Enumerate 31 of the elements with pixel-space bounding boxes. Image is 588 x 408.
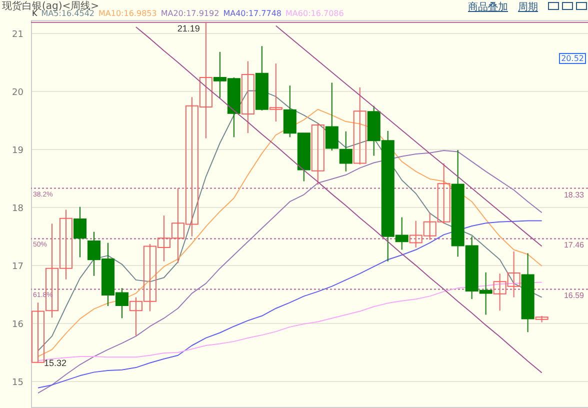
y-tick-label: 20 (12, 88, 24, 98)
y-tick-label: 21 (12, 30, 24, 40)
text: MA40:17.7748 (223, 9, 282, 18)
text: MA10:16.9853 (98, 9, 157, 18)
text: MA5:16.4542 (41, 9, 94, 18)
annotation: 21.19 (177, 23, 200, 34)
line-series (135, 26, 542, 374)
y-tick-label: 17 (12, 262, 24, 272)
ref-line-label: 16.59 (564, 291, 585, 300)
text: 20.52 (559, 53, 586, 64)
annotation: 15.32 (44, 358, 67, 368)
text: K (32, 9, 38, 18)
candlestick (73, 206, 86, 258)
y-tick-label: 18 (12, 204, 24, 214)
ref-line-label: 17.46 (564, 240, 585, 250)
line-series (275, 25, 542, 247)
y-tick-label: 16 (12, 320, 24, 330)
candlestick (269, 63, 282, 122)
text: MA20:17.9192 (160, 9, 220, 18)
candlestick (325, 82, 338, 152)
candlestick (311, 123, 324, 186)
candlestick (31, 302, 45, 364)
ref-line-label: 18.33 (564, 190, 585, 200)
text: 商品叠加 (468, 2, 508, 13)
candlestick (339, 130, 352, 172)
candlestick (241, 60, 254, 134)
y-tick-label: 15 (12, 378, 24, 388)
text: 周期 (518, 2, 538, 13)
y-tick-label: 19 (12, 146, 24, 156)
candlestick (353, 86, 366, 165)
text: MA60:16.7086 (286, 9, 344, 18)
